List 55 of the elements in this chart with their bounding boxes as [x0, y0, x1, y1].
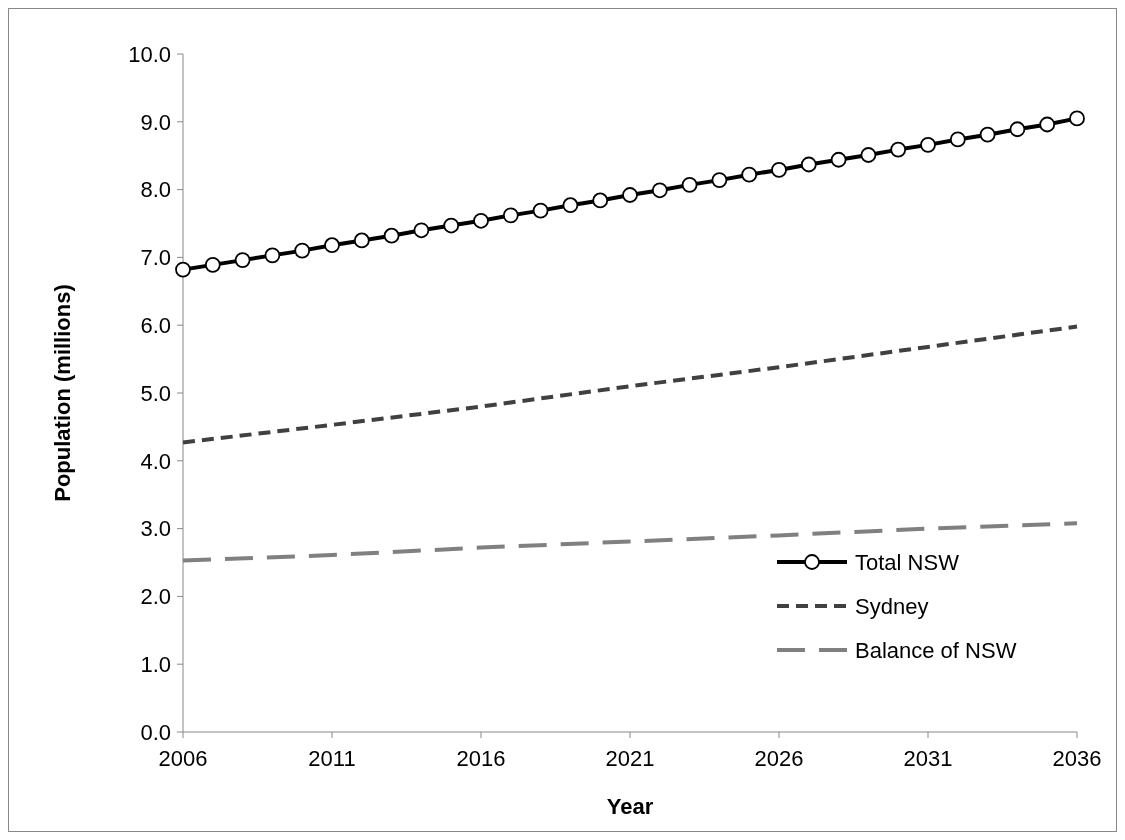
- y-tick-label: 3.0: [140, 516, 171, 542]
- point: [622, 187, 638, 203]
- point: [502, 207, 519, 224]
- point: [532, 202, 549, 219]
- legend-label: Sydney: [855, 593, 929, 619]
- x-tick-label: 2021: [605, 746, 655, 771]
- point: [234, 252, 251, 269]
- y-tick-label: 1.0: [140, 651, 171, 677]
- point: [890, 141, 907, 158]
- point: [1069, 110, 1085, 127]
- x-axis-title: Year: [606, 794, 654, 819]
- point: [592, 192, 609, 209]
- point: [741, 166, 758, 183]
- point: [651, 182, 668, 199]
- point: [353, 232, 370, 249]
- point: [1039, 116, 1056, 133]
- y-tick-label: 5.0: [140, 380, 171, 406]
- y-tick-label: 6.0: [140, 312, 171, 338]
- x-tick-label: 2011: [308, 746, 356, 771]
- x-tick-label: 2006: [158, 746, 208, 771]
- legend-label: Total NSW: [855, 549, 960, 575]
- point: [294, 242, 311, 259]
- point: [860, 147, 877, 163]
- point: [324, 237, 340, 254]
- legend-label: Balance of NSW: [855, 637, 1017, 663]
- point: [771, 162, 787, 178]
- point: [800, 156, 817, 173]
- x-tick-label: 2031: [903, 746, 953, 771]
- point: [473, 212, 489, 229]
- point: [711, 172, 728, 189]
- point: [1009, 121, 1026, 138]
- point: [383, 227, 400, 244]
- x-tick-label: 2036: [1052, 746, 1102, 771]
- y-tick-label: 9.0: [140, 109, 171, 135]
- point: [204, 256, 221, 273]
- point: [920, 136, 936, 153]
- y-tick-label: 10.0: [128, 41, 171, 67]
- y-tick-label: 8.0: [140, 177, 171, 203]
- y-tick-label: 0.0: [140, 719, 171, 745]
- point: [413, 222, 430, 239]
- x-tick-label: 2016: [456, 746, 506, 771]
- y-tick-label: 7.0: [140, 245, 171, 271]
- y-tick-label: 2.0: [140, 584, 171, 610]
- point: [562, 197, 579, 214]
- point: [443, 217, 460, 234]
- x-tick-label: 2026: [754, 746, 804, 771]
- point: [264, 247, 281, 264]
- y-tick-label: 4.0: [140, 448, 171, 474]
- point: [830, 151, 847, 168]
- point: [681, 176, 698, 193]
- point: [175, 261, 191, 278]
- line-series: [181, 324, 1079, 445]
- point: [979, 126, 996, 143]
- point: [949, 131, 966, 148]
- y-axis-title: Population (millions): [50, 284, 75, 502]
